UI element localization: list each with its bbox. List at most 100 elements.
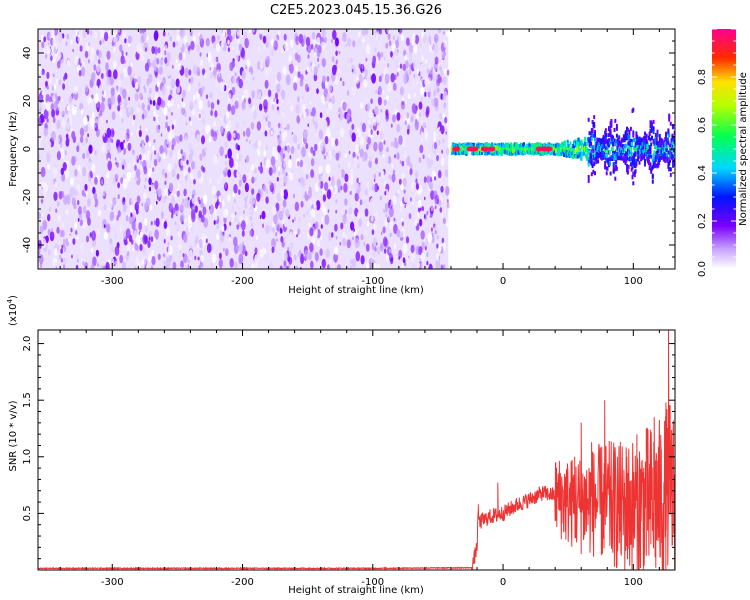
spectrogram-cell xyxy=(635,158,638,163)
spectrogram-cell xyxy=(43,36,47,43)
spectrogram-cell xyxy=(250,209,253,214)
spectrogram-cell xyxy=(149,230,153,238)
spectrogram-cell xyxy=(150,265,154,269)
spectrogram-cell xyxy=(167,32,170,36)
spectrogram-cell xyxy=(615,160,618,165)
spectrogram-cell xyxy=(650,142,653,147)
spectrogram-cell xyxy=(668,115,671,120)
spectrogram-cell xyxy=(117,29,120,33)
spectrogram-cell xyxy=(609,131,612,136)
spectrogram-cell xyxy=(177,104,180,109)
spectrogram-cell xyxy=(257,140,261,148)
spectrogram-cell xyxy=(424,77,429,87)
spectrogram-cell xyxy=(262,35,267,44)
spectrogram-cell xyxy=(249,166,252,172)
spectrogram-cell xyxy=(108,170,110,175)
spectrogram-cell xyxy=(190,76,194,85)
spectrogram-cell xyxy=(165,121,168,129)
spectrogram-cell xyxy=(167,163,172,172)
spectrogram-cell xyxy=(53,29,58,36)
spectrogram-cell xyxy=(238,179,242,187)
spectrogram-cell xyxy=(66,209,69,215)
spectrogram-cell xyxy=(213,207,217,214)
spectrogram-cell xyxy=(668,117,671,122)
spectrogram-cell xyxy=(389,206,394,218)
spectrogram-cell xyxy=(101,80,104,87)
spectrogram-cell xyxy=(406,128,410,135)
spectrogram-cell xyxy=(140,136,145,146)
spectrogram-cell xyxy=(443,68,447,75)
spectrogram-cell xyxy=(198,113,201,119)
spectrogram-cell xyxy=(633,173,636,178)
spectrogram-cell xyxy=(79,45,83,52)
spectrogram-cell xyxy=(187,264,190,269)
spectrogram-cell xyxy=(441,51,446,59)
spectrogram-cell xyxy=(294,229,298,236)
spectrogram-cell xyxy=(309,227,314,237)
spectrogram-cell xyxy=(423,176,427,183)
spectrogram-cell xyxy=(190,130,194,136)
spectrogram-cell xyxy=(626,170,629,174)
spectrogram-cell xyxy=(47,47,51,55)
spectrogram-cell xyxy=(116,85,119,91)
spectrogram-cell xyxy=(335,199,338,204)
spectrogram-cell xyxy=(623,146,626,151)
spectrogram-marks xyxy=(38,29,675,269)
spectrogram-cell xyxy=(604,128,607,133)
spectrogram-cell xyxy=(587,178,590,183)
spectrogram-cell xyxy=(289,63,294,74)
spectrogram-cell xyxy=(253,204,256,209)
spectrogram-cell xyxy=(314,112,317,117)
spectrogram-cell xyxy=(212,41,217,49)
spectrogram-cell xyxy=(260,95,264,103)
spectrogram-cell xyxy=(391,173,396,183)
spectrogram-cell xyxy=(63,245,67,252)
spectrogram-cell xyxy=(662,149,664,154)
spectrogram-cell xyxy=(507,142,510,147)
spectrogram-cell xyxy=(224,160,228,167)
spectrogram-cell xyxy=(313,66,318,76)
spectrogram-cell xyxy=(245,155,250,163)
spectrogram-cell xyxy=(299,159,303,168)
spectrogram-cell xyxy=(223,208,228,219)
spectrogram-cell xyxy=(159,145,164,155)
spectrogram-cell xyxy=(416,80,419,85)
spectrogram-cell xyxy=(244,182,249,193)
spectrogram-cell xyxy=(70,177,74,186)
spectrogram-cell xyxy=(163,141,167,149)
spectrogram-cell xyxy=(184,264,188,269)
spectrogram-cell xyxy=(432,147,435,152)
spectrogram-cell xyxy=(220,41,224,49)
spectrogram-cell xyxy=(86,29,90,35)
spectrogram-cell xyxy=(390,110,393,115)
spectrogram-cell xyxy=(442,113,446,119)
spectrogram-cell xyxy=(350,258,353,265)
spectrogram-cell xyxy=(330,137,336,147)
spectrogram-cell xyxy=(61,110,64,115)
spectrogram-cell xyxy=(403,75,408,85)
spectrogram-cell xyxy=(92,186,96,195)
spectrogram-cell xyxy=(103,55,107,62)
spectrogram-cell xyxy=(481,150,483,155)
spectrogram-cell xyxy=(123,142,127,149)
spectrogram-cell xyxy=(176,210,180,216)
spectrogram-cell xyxy=(265,145,268,151)
spectrogram-cell xyxy=(440,185,444,193)
spectrogram-cell xyxy=(272,227,275,233)
spectrogram-cell xyxy=(51,85,55,91)
spectrogram-cell xyxy=(146,150,152,161)
spectrogram-cell xyxy=(374,106,379,116)
spectrogram-cell xyxy=(95,118,98,124)
spectrogram-cell xyxy=(81,260,85,267)
spectrogram-cell xyxy=(170,89,173,95)
spectrogram-cell xyxy=(613,128,616,132)
spectrogram-cell xyxy=(140,144,146,154)
spectrogram-cell xyxy=(640,145,643,150)
spectrogram-cell xyxy=(626,148,629,153)
spectrogram-cell xyxy=(204,72,207,78)
spectrogram-cell xyxy=(90,263,95,269)
spectrogram-cell xyxy=(349,190,352,195)
spectrogram-cell xyxy=(672,154,675,159)
spectrogram-cell xyxy=(73,202,77,210)
